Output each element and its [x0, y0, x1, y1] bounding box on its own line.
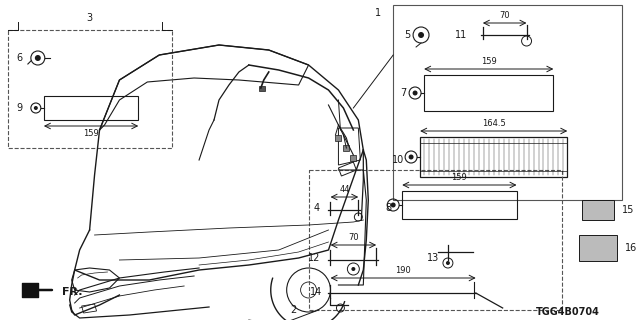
- Text: 9: 9: [17, 103, 23, 113]
- Circle shape: [408, 155, 413, 159]
- Text: 70: 70: [348, 233, 358, 242]
- Bar: [350, 155, 356, 161]
- Text: 44: 44: [339, 185, 349, 194]
- Text: 13: 13: [427, 253, 439, 263]
- Text: 5: 5: [404, 30, 410, 40]
- Text: 4: 4: [314, 203, 319, 213]
- Bar: [420, 137, 568, 177]
- Text: 14: 14: [310, 287, 323, 297]
- Bar: [259, 86, 265, 91]
- Text: 7: 7: [400, 88, 406, 98]
- Bar: [44, 96, 138, 120]
- Text: 12: 12: [308, 253, 321, 263]
- Text: 15: 15: [622, 205, 634, 215]
- Text: 1: 1: [375, 8, 381, 18]
- Text: 70: 70: [499, 11, 510, 20]
- Text: 159: 159: [83, 129, 99, 138]
- Text: TGG4B0704: TGG4B0704: [536, 307, 599, 317]
- Bar: [344, 145, 349, 151]
- Circle shape: [351, 267, 355, 271]
- Text: 3: 3: [86, 13, 93, 23]
- Text: 190: 190: [396, 266, 411, 275]
- Text: 6: 6: [17, 53, 23, 63]
- Circle shape: [418, 32, 424, 38]
- Circle shape: [413, 91, 417, 95]
- Text: FR.: FR.: [61, 287, 82, 297]
- Bar: [579, 235, 617, 261]
- Text: 164.5: 164.5: [482, 119, 506, 128]
- Text: 10: 10: [392, 155, 404, 165]
- Text: 159: 159: [451, 173, 467, 182]
- Text: 159: 159: [481, 57, 497, 66]
- Bar: [582, 200, 614, 220]
- Circle shape: [35, 55, 41, 61]
- Bar: [335, 135, 341, 141]
- Text: 16: 16: [625, 243, 637, 253]
- Bar: [424, 75, 554, 111]
- Bar: [402, 191, 516, 219]
- Text: 11: 11: [455, 30, 467, 40]
- Text: 2: 2: [291, 305, 297, 315]
- Text: 8: 8: [385, 203, 391, 213]
- Circle shape: [446, 261, 450, 265]
- Circle shape: [34, 106, 38, 110]
- Circle shape: [390, 203, 396, 207]
